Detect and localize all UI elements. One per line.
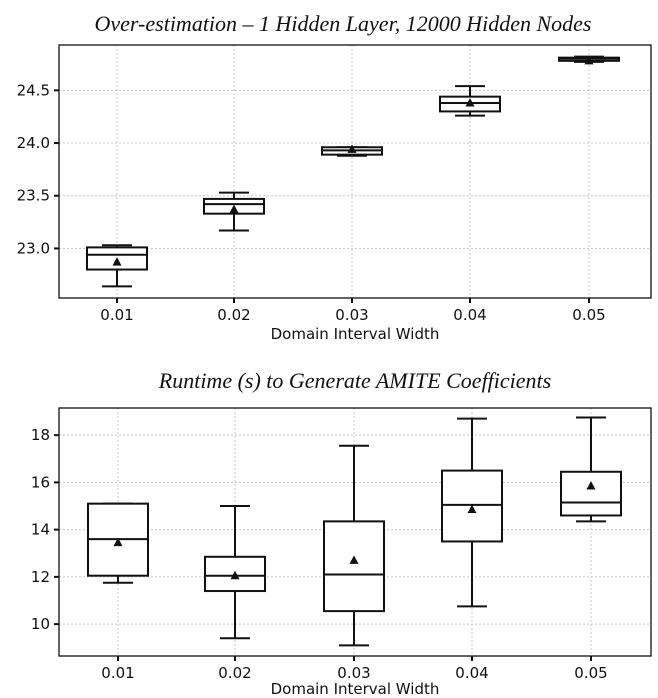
mean-marker	[586, 480, 596, 490]
chart-1-box-0.01	[86, 244, 148, 288]
chart-2-xtick-label: 0.03	[337, 664, 370, 682]
chart-2-box-0.04	[441, 417, 503, 608]
mean-marker	[230, 570, 240, 580]
chart-1-ytick-label: 23.0	[17, 239, 50, 257]
mean-marker	[349, 555, 359, 564]
chart-1-boxes	[86, 55, 620, 288]
chart-1-box-0.02	[203, 191, 265, 232]
chart-2-box-0.01	[87, 502, 149, 584]
chart-1-xtick-label: 0.02	[217, 306, 250, 324]
chart-2-ytick-label: 18	[31, 426, 50, 444]
mean-marker	[584, 55, 594, 65]
iqr-box	[323, 520, 385, 613]
chart-1-xtick-label: 0.05	[572, 306, 605, 324]
iqr-box	[204, 555, 266, 593]
chart-2-ytick-label: 14	[31, 521, 50, 539]
chart-1-xtick-label: 0.03	[335, 306, 368, 324]
chart-2-xtick-label: 0.01	[101, 664, 134, 682]
chart-1-xtick-label: 0.04	[453, 306, 486, 324]
mean-marker	[112, 257, 122, 266]
chart-2-title: Runtime (s) to Generate AMITE Coefficien…	[158, 368, 551, 393]
chart-2-box-0.02	[204, 505, 266, 640]
mean-marker	[465, 97, 475, 107]
chart-2-xtick-label: 0.04	[455, 664, 488, 682]
chart-2-xticks: 0.01 0.02 0.03 0.04 0.05	[101, 656, 608, 682]
chart-1-yticks: 23.0 23.5 24.0 24.5	[17, 81, 59, 257]
chart-1-grid	[59, 45, 651, 298]
chart-2-boxes	[87, 416, 622, 647]
chart-2-xlabel: Domain Interval Width	[271, 680, 440, 698]
chart-2-ytick-label: 12	[31, 568, 50, 586]
mean-marker	[347, 144, 357, 153]
mean-marker	[113, 537, 123, 547]
chart-1-xtick-label: 0.01	[100, 306, 133, 324]
chart-1-frame	[58, 44, 652, 299]
chart-2-xtick-label: 0.05	[574, 664, 607, 682]
chart-2-ytick-label: 10	[31, 615, 50, 633]
chart-1-box-0.04	[439, 85, 501, 117]
iqr-box	[560, 470, 622, 517]
mean-marker	[467, 504, 477, 514]
chart-1-title: Over-estimation – 1 Hidden Layer, 12000 …	[95, 11, 592, 36]
mean-marker	[229, 204, 239, 213]
chart-2-ytick-label: 16	[31, 473, 50, 491]
chart-1-xticks: 0.01 0.02 0.03 0.04 0.05	[100, 298, 606, 324]
chart-1-xlabel: Domain Interval Width	[271, 325, 440, 343]
chart-1: Over-estimation – 1 Hidden Layer, 12000 …	[17, 11, 652, 343]
chart-1-ytick-label: 24.0	[17, 134, 50, 152]
chart-1-box-0.05	[558, 55, 620, 65]
chart-2: Runtime (s) to Generate AMITE Coefficien…	[31, 368, 652, 698]
chart-1-ytick-label: 23.5	[17, 187, 50, 205]
chart-1-box-0.03	[321, 144, 383, 157]
chart-1-ytick-label: 24.5	[17, 81, 50, 99]
chart-2-box-0.03	[323, 444, 385, 647]
chart-2-box-0.05	[560, 416, 622, 523]
chart-2-yticks: 10 12 14 16 18	[31, 426, 59, 633]
chart-2-xtick-label: 0.02	[218, 664, 251, 682]
